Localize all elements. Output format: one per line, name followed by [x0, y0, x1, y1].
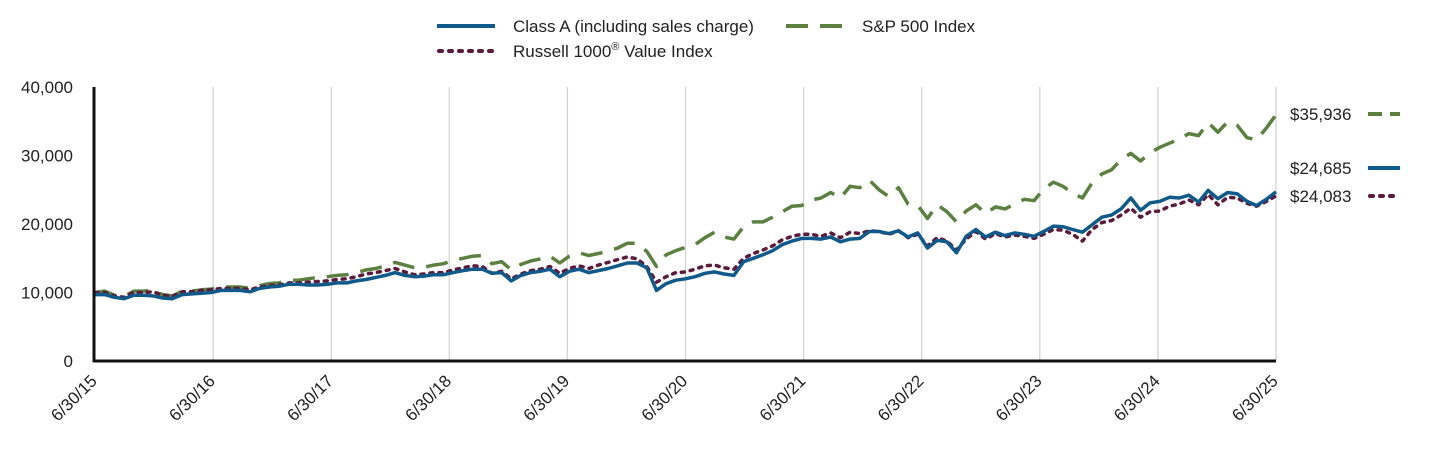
x-tick-label: 6/30/17	[283, 371, 337, 425]
y-tick-label: 10,000	[21, 284, 73, 303]
series-line	[95, 188, 1278, 301]
x-tick-label: 6/30/21	[756, 371, 810, 425]
x-tick-label: 6/30/20	[638, 371, 692, 425]
end-labels: $35,936 $24,685 $24,083	[1290, 105, 1402, 206]
grid-lines	[212, 87, 1277, 361]
y-tick-label: 40,000	[21, 78, 73, 97]
x-tick-label: 6/30/15	[47, 371, 101, 425]
series-line	[94, 113, 1278, 299]
end-value-label: $24,083	[1290, 187, 1351, 206]
legend-label: S&P 500 Index	[862, 17, 976, 36]
x-tick-label: 6/30/18	[402, 371, 456, 425]
legend-label: Russell 1000® Value Index	[513, 41, 713, 61]
x-tick-label: 6/30/22	[874, 371, 928, 425]
x-tick-label: 6/30/25	[1228, 371, 1282, 425]
y-axis-ticks: 0 10,000 20,000 30,000 40,000	[21, 78, 73, 371]
end-value-label: $24,685	[1290, 159, 1351, 178]
end-value-label: $35,936	[1290, 105, 1351, 124]
x-tick-label: 6/30/16	[165, 371, 219, 425]
y-tick-label: 0	[64, 352, 73, 371]
legend: Class A (including sales charge) S&P 500 …	[437, 17, 976, 61]
legend-label: Class A (including sales charge)	[513, 17, 754, 36]
axes	[92, 87, 1276, 363]
x-tick-label: 6/30/23	[992, 371, 1046, 425]
y-tick-label: 20,000	[21, 215, 73, 234]
series-lines	[93, 113, 1278, 301]
x-tick-label: 6/30/24	[1110, 371, 1164, 425]
y-tick-label: 30,000	[21, 147, 73, 166]
x-axis-ticks: 6/30/15 6/30/16 6/30/17 6/30/18 6/30/19 6/30/…	[47, 371, 1282, 425]
x-tick-label: 6/30/19	[520, 371, 574, 425]
